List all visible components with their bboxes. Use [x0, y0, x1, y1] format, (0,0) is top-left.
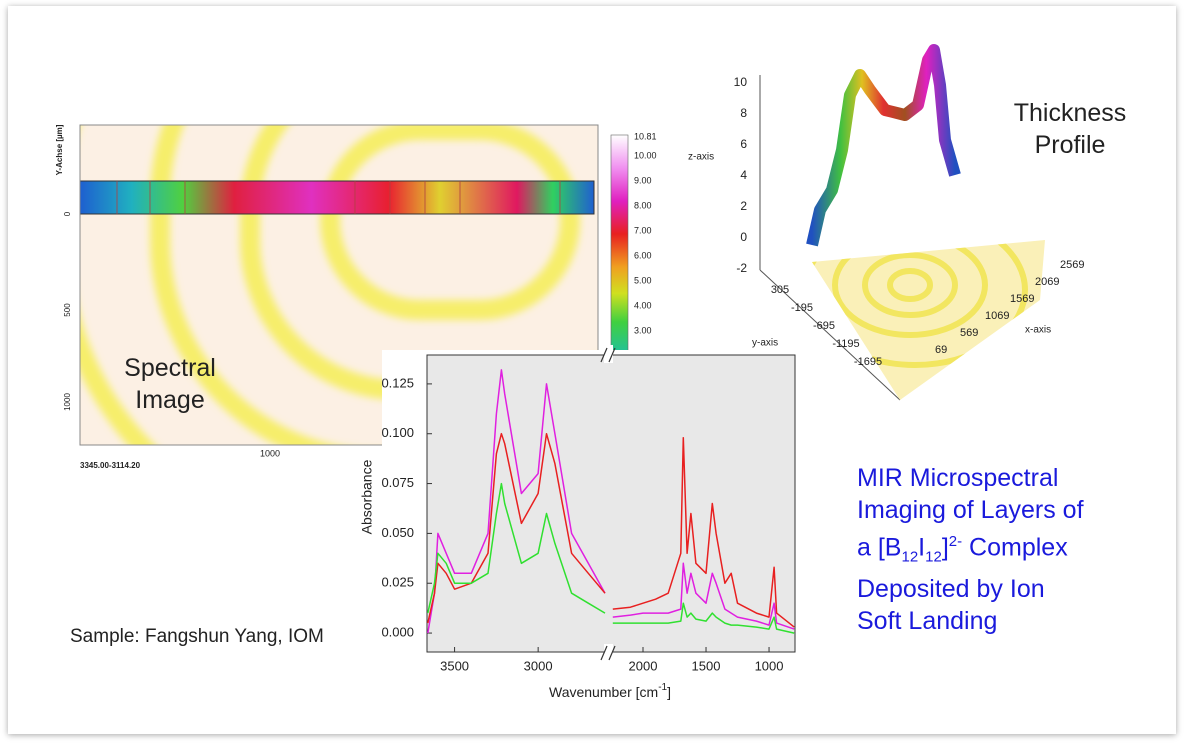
axis-label: z-axis	[688, 152, 714, 163]
label-line: Thickness	[1013, 99, 1127, 127]
axis-label: y-axis	[752, 338, 778, 349]
y-tick-label: 305	[771, 284, 789, 296]
spectral-image-label: Spectral Image	[100, 352, 240, 416]
label-part: -1	[658, 682, 667, 693]
series-line	[427, 482, 795, 634]
text-line: MIR Microspectral	[857, 464, 1059, 492]
sample-credit: Sample: Fangshun Yang, IOM	[70, 626, 324, 647]
axis-label: x-axis	[1025, 325, 1051, 336]
colorbar-label: 9.00	[634, 175, 652, 185]
spectrum-chart	[427, 369, 795, 652]
y-tick-label: 0.075	[381, 475, 414, 490]
x-tick-label: 1069	[985, 310, 1009, 322]
x-tick-label: 3000	[524, 658, 553, 673]
colorbar-label: 4.00	[634, 300, 652, 310]
x-tick-label: 1500	[692, 658, 721, 673]
y-tick-label: -1195	[832, 338, 859, 350]
x-tick-label: 2069	[1035, 276, 1059, 288]
series-line	[427, 432, 795, 628]
y-tick-label: 0	[63, 211, 72, 216]
subscript: 12	[925, 548, 942, 566]
z-tick-label: 10	[734, 75, 748, 89]
superscript: 2-	[948, 533, 963, 550]
plot-area	[426, 354, 796, 653]
z-tick-label: 6	[740, 137, 747, 151]
colorbar-label: 5.00	[634, 275, 652, 285]
label-line: Spectral	[124, 354, 216, 382]
colorbar-label: 7.00	[634, 225, 652, 235]
colorbar-label: 10.00	[634, 150, 657, 160]
z-tick-label: 2	[740, 199, 747, 213]
x-tick-label: 3500	[440, 658, 469, 673]
label-line: Profile	[1034, 131, 1106, 159]
x-tick-label: 1000	[260, 448, 280, 458]
text: Complex	[962, 533, 1068, 562]
x-tick-label: 1000	[755, 658, 784, 673]
series-line	[427, 369, 795, 634]
text-line: Imaging of Layers of	[857, 496, 1084, 524]
y-tick-label: 0.025	[381, 575, 414, 590]
y-tick-label: 0.125	[381, 375, 414, 390]
z-tick-label: 8	[740, 106, 747, 120]
x-tick-label: 69	[935, 344, 947, 356]
text-line: Deposited by Ion	[857, 575, 1045, 604]
range-label: 3345.00-3114.20	[80, 461, 141, 470]
thickness-profile	[759, 44, 1045, 401]
x-tick-label: 1569	[1010, 293, 1034, 305]
y-tick-label: 500	[63, 303, 72, 317]
z-tick-label: -2	[736, 261, 747, 275]
z-tick-label: 4	[740, 168, 747, 182]
label-line: Image	[135, 386, 205, 414]
label-part: ]	[667, 684, 671, 700]
y-tick-label: -695	[813, 320, 835, 332]
colorbar-label: 6.00	[634, 250, 652, 260]
y-tick-label: -1695	[854, 356, 882, 368]
axis-label: Y-Achse [µm]	[55, 124, 64, 175]
y-tick-label: 0.000	[381, 625, 414, 640]
subscript: 12	[901, 548, 919, 566]
colorbar-label: 10.81	[634, 131, 657, 141]
thickness-profile-label: Thickness Profile	[995, 97, 1145, 161]
x-tick-label: 2000	[629, 658, 658, 673]
y-axis-label: Absorbance	[359, 459, 375, 534]
description: MIR Microspectral Imaging of Layers of a…	[857, 462, 1084, 637]
label-part: Wavenumber [cm	[549, 684, 658, 700]
y-tick-label: 0.050	[381, 525, 414, 540]
text: ]	[941, 533, 949, 562]
y-tick-label: 1000	[63, 393, 72, 411]
text: I	[918, 533, 926, 562]
x-tick-label: 2569	[1060, 259, 1084, 271]
text: a [B	[857, 533, 902, 562]
text-line: Soft Landing	[857, 607, 998, 636]
spectral-image	[79, 124, 629, 446]
x-tick-label: 569	[960, 327, 978, 339]
x-axis-label: Wavenumber [cm-1]	[549, 682, 671, 700]
text-line: a [B12I12]2- Complex	[857, 526, 1084, 573]
y-tick-label: 0.100	[381, 425, 414, 440]
colorbar-label: 8.00	[634, 200, 652, 210]
y-tick-label: -195	[791, 302, 813, 314]
z-tick-label: 0	[740, 230, 747, 244]
colorbar-label: 3.00	[634, 325, 652, 335]
